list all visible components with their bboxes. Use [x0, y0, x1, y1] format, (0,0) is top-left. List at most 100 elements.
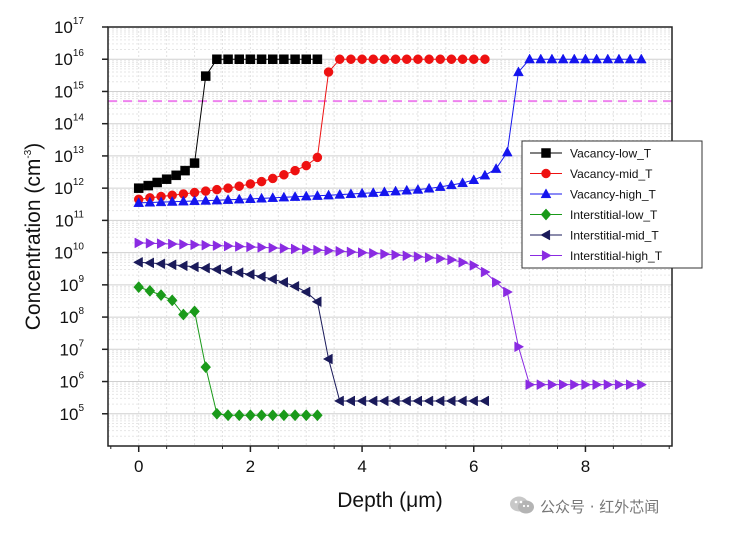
y-tick-label: 106: [60, 371, 85, 392]
data-point: [380, 248, 391, 260]
data-point: [346, 54, 356, 64]
x-tick-label: 6: [469, 457, 478, 476]
data-point: [133, 183, 144, 193]
data-point: [267, 173, 278, 184]
data-point: [290, 165, 300, 176]
data-point: [279, 243, 290, 254]
data-point: [278, 276, 288, 288]
data-point: [313, 244, 324, 256]
data-point: [446, 179, 457, 190]
legend-box: [521, 140, 703, 269]
data-point: [223, 183, 233, 193]
x-axis-title: Depth (μm): [337, 489, 442, 512]
data-point: [171, 170, 181, 181]
data-point: [312, 190, 323, 200]
data-point: [289, 409, 301, 422]
legend-label: Interstitial-low_T: [570, 208, 658, 222]
data-point: [524, 53, 535, 64]
data-point: [279, 54, 289, 64]
data-point: [211, 194, 223, 205]
data-point: [222, 265, 233, 277]
data-point: [490, 163, 502, 173]
data-point: [591, 53, 602, 64]
y-tick-label: 105: [60, 403, 85, 424]
y-axis-title-main: Concentration (cm: [22, 159, 45, 331]
data-point: [479, 169, 491, 180]
data-point: [480, 266, 491, 278]
data-point: [300, 409, 312, 422]
data-point: [378, 395, 389, 407]
data-point: [367, 395, 378, 407]
y-tick-label: 109: [60, 274, 85, 295]
data-point: [324, 245, 335, 257]
data-point: [602, 53, 614, 64]
data-point: [256, 176, 267, 187]
data-point: [546, 53, 558, 64]
data-point: [256, 54, 267, 64]
data-point: [300, 190, 312, 201]
data-point: [581, 379, 592, 391]
data-point: [389, 395, 400, 407]
data-point: [626, 379, 636, 391]
data-point: [379, 186, 390, 197]
data-point: [425, 252, 435, 263]
series-line: [138, 261, 485, 402]
data-point: [513, 66, 524, 77]
data-series: [133, 53, 647, 422]
data-point: [446, 54, 457, 64]
data-point: [434, 181, 446, 191]
y-tick-label: 108: [60, 306, 85, 327]
y-axis-title-exponent: -3: [23, 149, 34, 158]
data-point: [535, 53, 547, 64]
data-point: [568, 53, 580, 64]
data-point: [144, 257, 154, 269]
data-point: [445, 395, 456, 407]
data-point: [278, 191, 290, 202]
data-point: [514, 341, 525, 353]
data-point: [179, 239, 190, 250]
data-point: [402, 54, 412, 64]
data-point: [168, 238, 178, 250]
data-point: [358, 247, 368, 258]
data-point: [525, 379, 536, 391]
data-point: [323, 67, 334, 77]
data-point: [468, 174, 480, 185]
data-point: [570, 379, 580, 391]
wechat-icon: [510, 496, 534, 514]
data-point: [547, 379, 558, 391]
data-point: [412, 395, 422, 407]
series-1: [133, 54, 490, 205]
data-point: [212, 184, 222, 195]
data-point: [189, 158, 200, 168]
data-point: [233, 193, 245, 204]
data-point: [256, 192, 267, 203]
data-point: [312, 54, 323, 64]
data-point: [155, 289, 167, 302]
data-point: [245, 193, 256, 203]
series-5: [134, 237, 647, 391]
data-point: [155, 258, 166, 270]
data-point: [468, 395, 478, 407]
data-point: [200, 262, 210, 274]
data-point: [637, 379, 647, 391]
legend-label: Interstitial-high_T: [570, 249, 663, 263]
data-point: [166, 196, 178, 206]
data-point: [152, 177, 162, 188]
x-tick-label: 0: [134, 457, 143, 476]
data-point: [161, 174, 172, 184]
legend-label: Vacancy-mid_T: [570, 167, 653, 181]
data-point: [143, 180, 153, 191]
data-point: [457, 54, 468, 64]
data-point: [447, 254, 458, 266]
data-point: [334, 188, 346, 199]
data-point: [469, 54, 479, 64]
y-tick-label: 1017: [54, 16, 84, 37]
legend-marker: [541, 250, 552, 261]
data-point: [369, 247, 379, 259]
data-point: [423, 182, 435, 193]
data-point: [244, 269, 255, 280]
data-point: [144, 196, 156, 207]
data-point: [290, 243, 301, 255]
data-point: [402, 250, 413, 262]
